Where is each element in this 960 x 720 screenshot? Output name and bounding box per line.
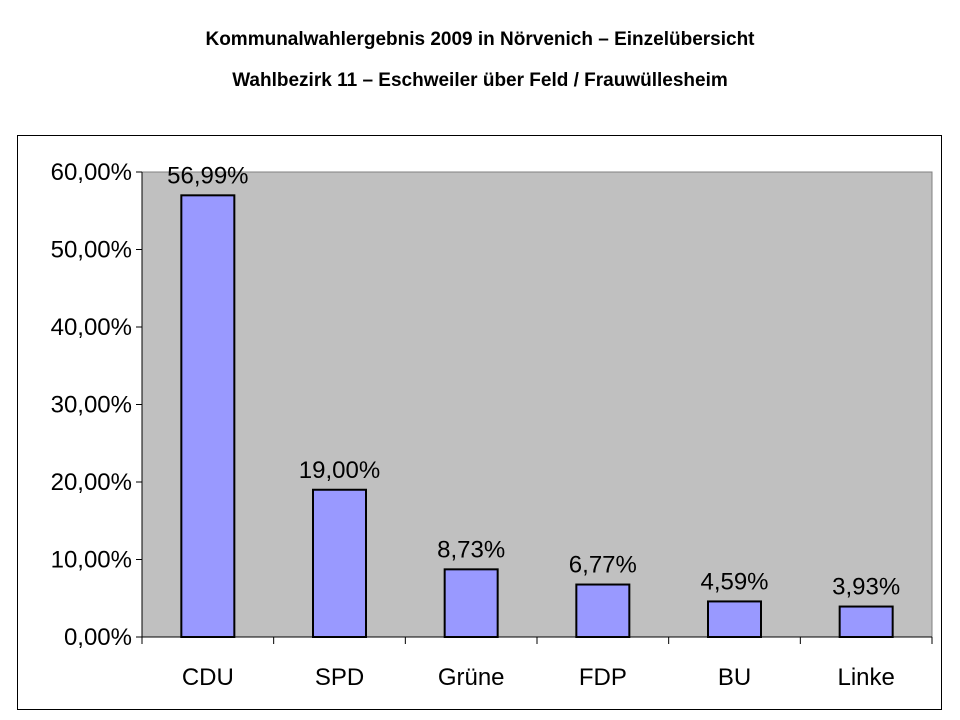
y-tick-label: 50,00% (51, 237, 132, 264)
x-tick-label-grüne: Grüne (438, 664, 505, 691)
data-label-linke: 3,93% (832, 574, 900, 601)
plot-area (141, 171, 933, 638)
y-tick-label: 20,00% (51, 469, 132, 496)
data-labels: 56,99% 19,00% 8,73% 6,77% 4,59% 3,93% (167, 162, 900, 600)
bar-grüne (443, 568, 499, 639)
x-axis: CDU SPD Grüne FDP BU Linke (141, 636, 933, 691)
chart-title: Kommunalwahlergebnis 2009 in Nörvenich –… (205, 29, 755, 50)
bars (180, 194, 894, 639)
bar-bu (707, 600, 762, 638)
y-tick-label: 10,00% (51, 547, 132, 574)
chart-subtitle: Wahlbezirk 11 – Eschweiler über Feld / F… (232, 70, 728, 91)
data-label-spd: 19,00% (299, 457, 380, 484)
x-tick-label-linke: Linke (837, 664, 894, 691)
data-label-fdp: 6,77% (569, 552, 637, 579)
data-label-grüne: 8,73% (437, 536, 505, 563)
bar-fdp (575, 583, 631, 638)
x-tick-label-fdp: FDP (579, 664, 627, 691)
y-tick-label: 40,00% (51, 314, 132, 341)
y-axis: 0,00% 10,00% 20,00% 30,00% 40,00% 50,00% 60,00… (51, 159, 143, 651)
bar-spd (312, 488, 367, 638)
data-label-bu: 4,59% (700, 568, 768, 595)
data-label-cdu: 56,99% (167, 162, 248, 189)
y-tick-label: 30,00% (51, 392, 132, 419)
x-tick-label-cdu: CDU (182, 664, 234, 691)
x-tick-label-bu: BU (718, 664, 751, 691)
bar-cdu (180, 194, 236, 638)
bar-linke (838, 605, 894, 638)
x-tick-label-spd: SPD (315, 664, 364, 691)
y-tick-label: 60,00% (51, 159, 132, 186)
y-tick-label: 0,00% (64, 624, 132, 651)
